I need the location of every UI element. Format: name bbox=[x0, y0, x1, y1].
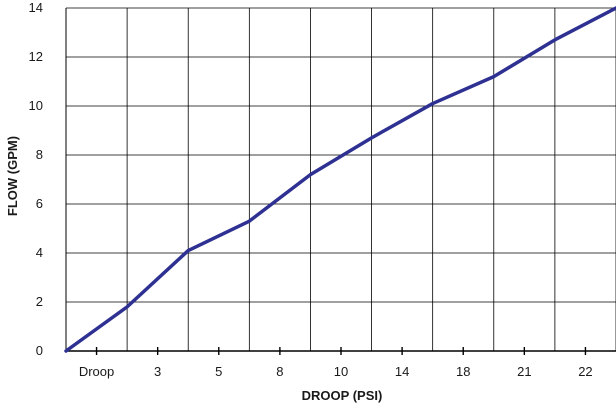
x-tick-label: 10 bbox=[334, 364, 348, 379]
y-tick-label: 0 bbox=[36, 343, 43, 358]
x-axis-title: DROOP (PSI) bbox=[302, 388, 383, 403]
y-tick-label: 14 bbox=[29, 0, 43, 15]
x-tick-label: 22 bbox=[578, 364, 592, 379]
x-tick-label: Droop bbox=[79, 364, 114, 379]
x-tick-label: 18 bbox=[456, 364, 470, 379]
x-tick-label: 5 bbox=[215, 364, 222, 379]
tick-labels: Droop 3 5 8 10 14 18 21 22 0 2 4 6 8 10 12 14 bbox=[29, 0, 593, 379]
y-tick-label: 8 bbox=[36, 147, 43, 162]
grid bbox=[66, 7, 616, 351]
x-tick-label: 8 bbox=[276, 364, 283, 379]
series-line bbox=[64, 6, 616, 353]
series-layer bbox=[64, 6, 616, 353]
y-axis-title: FLOW (GPM) bbox=[5, 136, 20, 216]
x-tick-label: 21 bbox=[517, 364, 531, 379]
y-tick-label: 4 bbox=[36, 245, 43, 260]
x-tick-label: 3 bbox=[154, 364, 161, 379]
y-tick-label: 10 bbox=[29, 98, 43, 113]
x-tick-label: 14 bbox=[395, 364, 409, 379]
y-tick-label: 6 bbox=[36, 196, 43, 211]
axes bbox=[65, 8, 616, 355]
y-tick-label: 2 bbox=[36, 294, 43, 309]
y-tick-label: 12 bbox=[29, 49, 43, 64]
